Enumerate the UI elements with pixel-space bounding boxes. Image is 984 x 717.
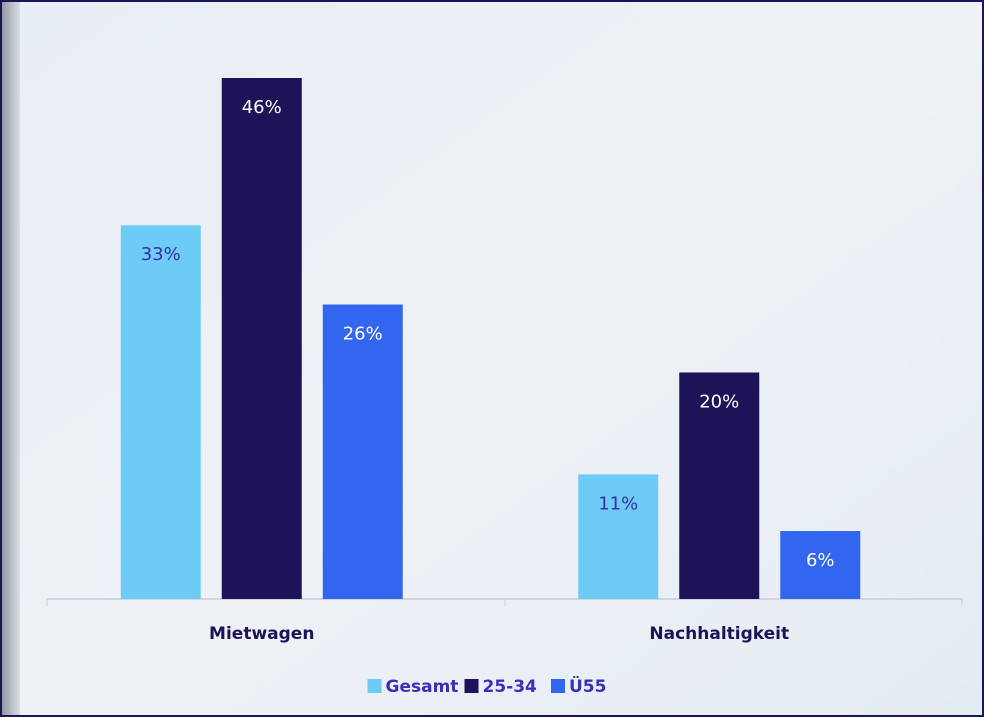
legend-swatch — [551, 679, 565, 693]
bar — [323, 305, 403, 599]
legend-swatch — [368, 679, 382, 693]
data-label: 20% — [699, 391, 739, 412]
x-tick-label: Mietwagen — [209, 624, 314, 644]
data-label: 46% — [242, 97, 282, 118]
data-label: 6% — [806, 550, 835, 571]
data-label: 33% — [141, 244, 181, 265]
bar — [121, 225, 201, 599]
legend-label: 25-34 — [483, 677, 538, 697]
x-tick-label: Nachhaltigkeit — [649, 624, 789, 644]
legend-label: Gesamt — [386, 677, 459, 697]
chart: Mietwagen 33% 46% 26% Nachhaltigkeit 11% 20% 6%… — [0, 0, 984, 717]
legend-swatch — [465, 679, 479, 693]
page: Mietwagen 33% 46% 26% Nachhaltigkeit 11% 20% 6%… — [0, 0, 984, 717]
legend-label: Ü55 — [569, 675, 606, 697]
background-edge — [0, 0, 20, 717]
data-label: 11% — [598, 493, 638, 514]
bar — [222, 78, 302, 599]
data-label: 26% — [343, 324, 383, 345]
